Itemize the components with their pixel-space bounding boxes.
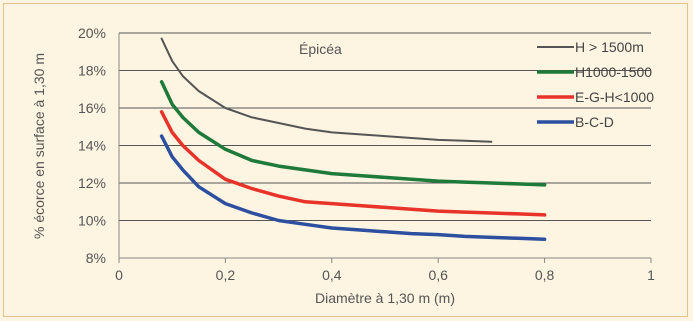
- x-tick-label: 0: [115, 267, 123, 283]
- legend-label: E-G-H<1000: [575, 89, 654, 105]
- legend-label: B-C-D: [575, 114, 614, 130]
- axes: [118, 33, 651, 259]
- series-line-3: [159, 134, 547, 242]
- legend-label: H1000-1500: [575, 64, 652, 80]
- series-lines: [159, 37, 547, 242]
- y-tick-label: 12%: [78, 175, 106, 191]
- y-tick-label: 16%: [78, 100, 106, 116]
- chart-annotation: Épicéa: [299, 41, 342, 57]
- series-line-0: [160, 37, 493, 143]
- x-axis-title: Diamètre à 1,30 m (m): [315, 290, 455, 306]
- y-tick-label: 20%: [78, 25, 106, 41]
- series-line-1: [159, 80, 547, 187]
- legend: H > 1500m H1000-1500 E-G-H<1000 B-C-D: [537, 39, 654, 130]
- y-tick-label: 14%: [78, 138, 106, 154]
- y-tick-label: 10%: [78, 213, 106, 229]
- series-line-2: [159, 110, 547, 217]
- x-tick-label: 0,8: [535, 267, 555, 283]
- x-tick-label: 0,2: [216, 267, 236, 283]
- y-tick-label: 18%: [78, 63, 106, 79]
- x-tick-label: 0,4: [322, 267, 342, 283]
- y-tick-label: 8%: [86, 250, 106, 266]
- x-tick-labels: 0 0,2 0,4 0,6 0,8 1: [115, 258, 655, 283]
- chart-frame: [3, 3, 688, 317]
- y-tick-labels: 8% 10% 12% 14% 16% 18% 20%: [78, 25, 106, 266]
- x-tick-label: 0,6: [428, 267, 448, 283]
- x-tick-label: 1: [647, 267, 655, 283]
- legend-label: H > 1500m: [575, 39, 644, 55]
- gridlines: [119, 32, 651, 221]
- y-axis-title: % écorce en surface à 1,30 m: [31, 53, 47, 239]
